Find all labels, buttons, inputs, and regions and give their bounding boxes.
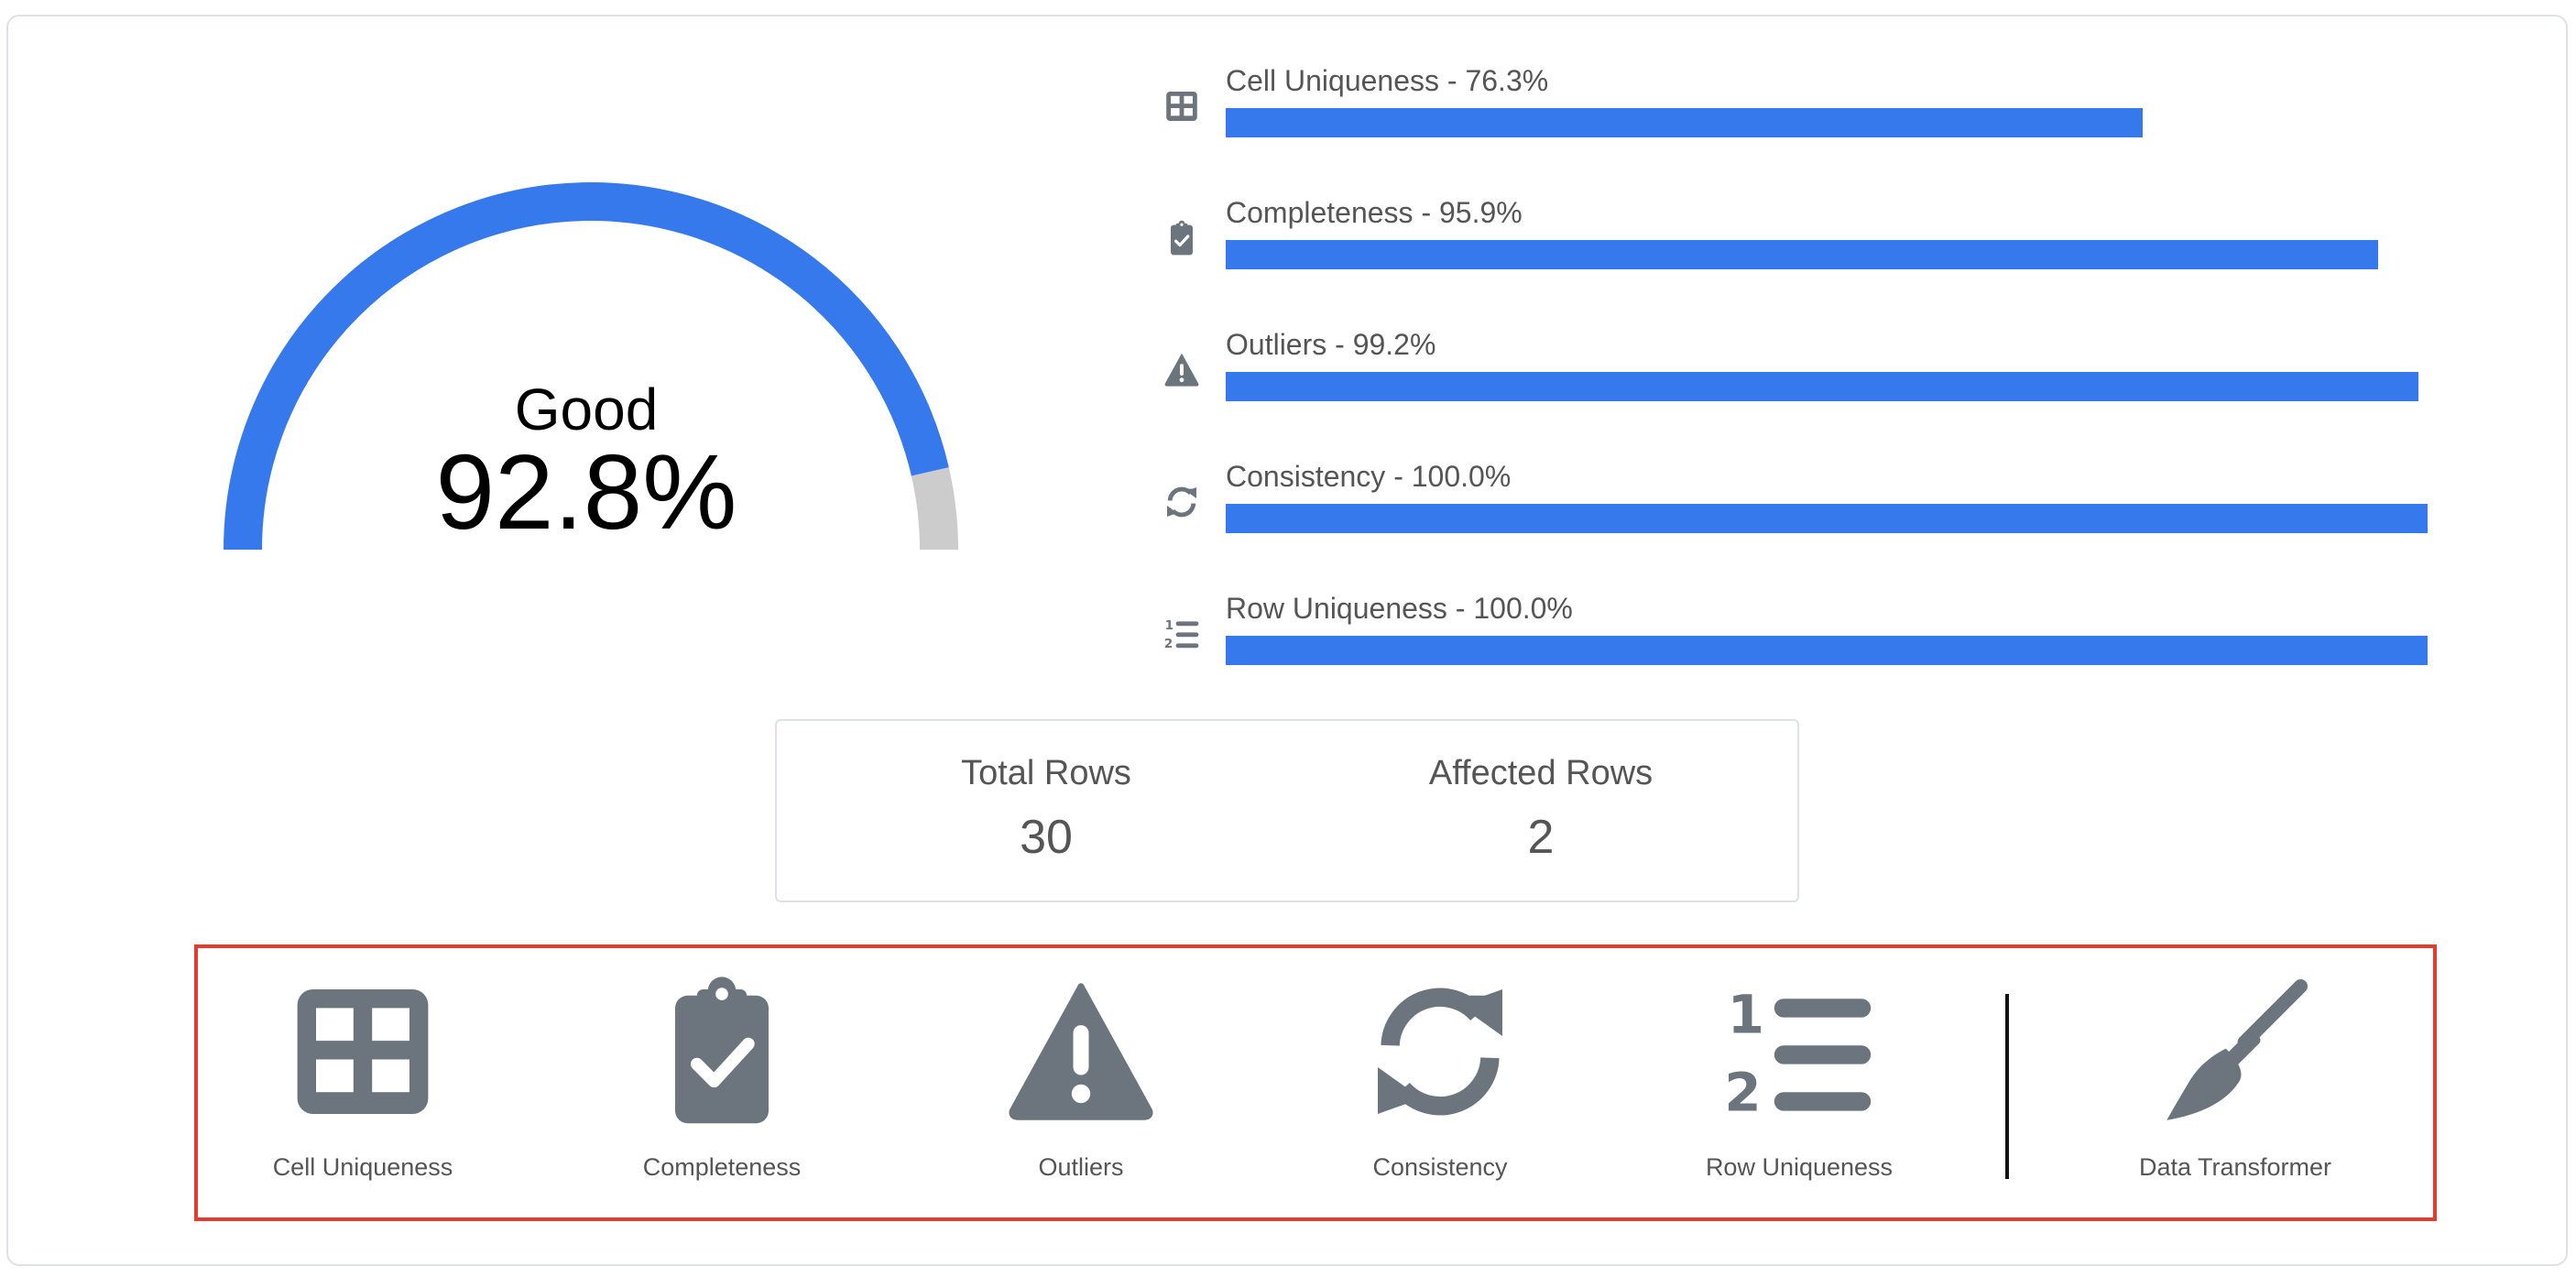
metric-label: Cell Uniqueness - 76.3% [1226, 64, 1549, 97]
broom-icon [2153, 974, 2318, 1130]
list-ol-icon [1717, 974, 1882, 1130]
outliers-button[interactable]: Outliers [916, 974, 1246, 1203]
data-transformer-button[interactable]: Data Transformer [2070, 974, 2400, 1203]
clipboard-check-icon [1163, 220, 1200, 256]
sync-icon [1163, 484, 1200, 520]
metric-bar [1226, 108, 2144, 137]
tool-label: Consistency [1372, 1153, 1508, 1181]
metric-outliers: Outliers - 99.2% [1163, 324, 2446, 425]
metric-bar [1226, 372, 2418, 401]
metric-row-uniqueness: Row Uniqueness - 100.0% [1163, 588, 2446, 689]
metric-label: Consistency - 100.0% [1226, 460, 1512, 493]
table-icon [1163, 88, 1200, 125]
warning-icon [1163, 352, 1200, 388]
gauge-remaining-arc [911, 467, 958, 551]
gauge-status-label: Good [514, 377, 659, 442]
tool-label: Data Transformer [2138, 1153, 2332, 1181]
gauge-value-label: 92.8% [435, 432, 737, 551]
row-uniqueness-button[interactable]: Row Uniqueness [1634, 974, 1964, 1203]
metric-label: Completeness - 95.9% [1226, 196, 1523, 229]
affected-rows-value: 2 [1527, 811, 1555, 864]
toolbar-divider [2005, 994, 2009, 1179]
total-rows-value: 30 [1020, 811, 1073, 864]
metric-completeness: Completeness - 95.9% [1163, 192, 2446, 293]
metric-bar [1226, 504, 2428, 533]
metric-label: Row Uniqueness - 100.0% [1226, 592, 1573, 625]
tool-label: Completeness [642, 1153, 802, 1181]
metric-bar-track [1226, 504, 2428, 533]
metric-label: Outliers - 99.2% [1226, 328, 1436, 361]
tool-label: Row Uniqueness [1705, 1153, 1894, 1181]
metric-bar [1226, 240, 2379, 269]
cell-uniqueness-button[interactable]: Cell Uniqueness [198, 974, 528, 1203]
table-icon [280, 974, 445, 1130]
tool-label: Outliers [1038, 1153, 1124, 1181]
warning-icon [999, 974, 1163, 1130]
metric-bar [1226, 636, 2428, 665]
consistency-button[interactable]: Consistency [1275, 974, 1605, 1203]
metric-cell-uniqueness: Cell Uniqueness - 76.3% [1163, 60, 2446, 161]
list-ol-icon [1163, 616, 1200, 652]
affected-rows-stat: Affected Rows 2 [1358, 754, 1724, 865]
gauge-value-arc [224, 182, 949, 551]
metric-bar-track [1226, 636, 2428, 665]
total-rows-label: Total Rows [961, 754, 1131, 792]
clipboard-check-icon [639, 974, 804, 1130]
metric-bar-track [1226, 108, 2428, 137]
metric-bar-track [1226, 240, 2428, 269]
total-rows-stat: Total Rows 30 [863, 754, 1229, 865]
tool-label: Cell Uniqueness [272, 1153, 453, 1181]
quality-gauge [224, 182, 958, 551]
quality-tools-toolbar: Cell Uniqueness Completeness Outliers Co… [194, 944, 2437, 1221]
metric-consistency: Consistency - 100.0% [1163, 456, 2446, 557]
affected-rows-label: Affected Rows [1428, 754, 1654, 792]
sync-icon [1358, 974, 1523, 1130]
row-stats-panel: Total Rows 30 Affected Rows 2 [775, 719, 1799, 902]
metric-bar-track [1226, 372, 2428, 401]
completeness-button[interactable]: Completeness [557, 974, 887, 1203]
